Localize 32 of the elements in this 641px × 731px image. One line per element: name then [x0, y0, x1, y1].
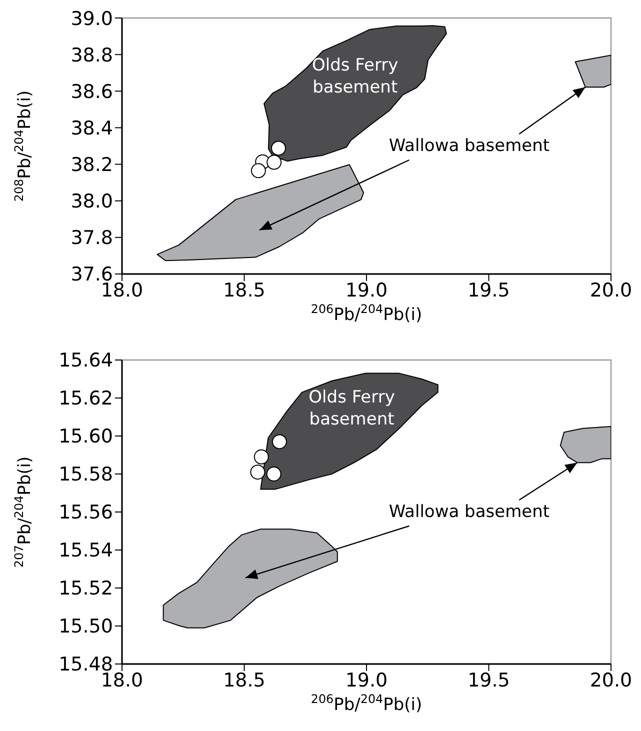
x-tick-label: 19.5	[468, 669, 510, 692]
x-tick-label: 19.5	[468, 279, 510, 302]
point	[270, 140, 286, 156]
y-tick-label: 38.4	[70, 117, 113, 140]
y-tick-label: 38.6	[70, 80, 113, 103]
y-tick-label: 38.2	[70, 154, 113, 176]
x-tick-label: 18.5	[223, 279, 266, 302]
point	[272, 434, 287, 450]
x-tick-label: 19.0	[345, 669, 388, 692]
annotation: Olds Ferry basement	[308, 387, 395, 430]
y-tick-label: 15.58	[58, 464, 113, 486]
annotation: Wallowa basement	[388, 502, 550, 522]
y-tick-label: 15.56	[58, 502, 113, 524]
y-tick-label: 39.0	[70, 8, 113, 30]
y-tick-label: 38.0	[70, 190, 113, 213]
annotation: Olds Ferry basement	[312, 55, 398, 98]
y-tick-label: 15.62	[58, 388, 113, 410]
y-tick-label: 37.8	[70, 227, 113, 250]
y-tick-label: 38.8	[70, 44, 113, 66]
y-tick-label: 15.50	[58, 616, 113, 638]
x-tick-label: 20.0	[590, 279, 632, 302]
y-tick-label: 15.54	[58, 540, 113, 562]
x-tick-label: 19.0	[345, 279, 388, 302]
x-axis-title: $^{206}$Pb/$^{204}$Pb(i)	[310, 302, 422, 325]
x-tick-label: 20.0	[590, 669, 632, 692]
y-tick-label: 15.60	[58, 426, 113, 448]
y-tick-label: 15.64	[58, 350, 113, 372]
y-tick-label: 15.52	[58, 578, 113, 600]
x-axis-title: $^{206}$Pb/$^{204}$Pb(i)	[310, 692, 422, 715]
annotation: Wallowa basement	[388, 136, 550, 156]
point	[266, 466, 282, 482]
x-tick-label: 18.5	[223, 669, 266, 692]
